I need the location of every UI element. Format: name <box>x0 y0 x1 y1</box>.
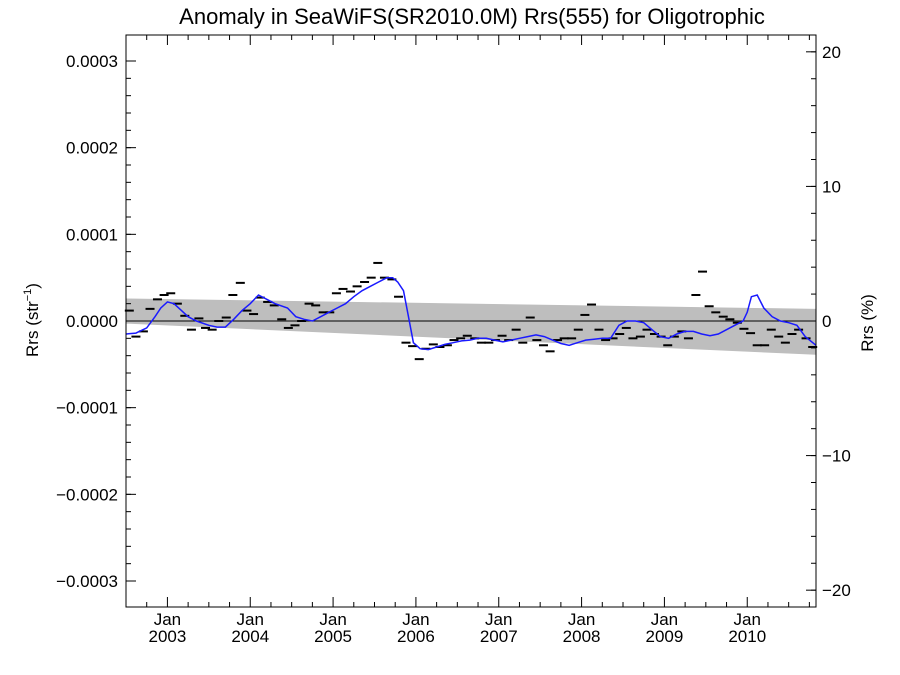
x-tick-year-label: 2006 <box>397 627 435 646</box>
x-tick-year-label: 2003 <box>149 627 187 646</box>
x-tick-year-label: 2010 <box>728 627 766 646</box>
x-tick-year-label: 2008 <box>563 627 601 646</box>
x-tick-month-label: Jan <box>154 610 181 629</box>
left-tick-label: 0.0000 <box>66 312 118 331</box>
right-tick-label: 10 <box>822 177 841 196</box>
right-tick-label: 0 <box>822 312 831 331</box>
right-tick-label: −10 <box>822 447 851 466</box>
x-tick-year-label: 2004 <box>231 627 269 646</box>
x-tick-month-label: Jan <box>237 610 264 629</box>
left-tick-label: −0.0002 <box>56 485 118 504</box>
running-mean-layer <box>125 276 817 351</box>
y-axis-label-left: Rrs (str−1) <box>22 283 42 357</box>
y-axis-label-right: Rrs (%) <box>858 294 877 352</box>
y-axis-label-left-close: ) <box>23 283 42 289</box>
left-tick-label: 0.0003 <box>66 52 118 71</box>
uncertainty-band-layer <box>126 298 816 355</box>
x-tick-year-label: 2007 <box>480 627 518 646</box>
right-tick-label: 20 <box>822 43 841 62</box>
left-tick-label: −0.0001 <box>56 399 118 418</box>
left-tick-label: −0.0003 <box>56 572 118 591</box>
right-tick-label: −20 <box>822 581 851 600</box>
x-tick-month-label: Jan <box>402 610 429 629</box>
x-tick-month-label: Jan <box>734 610 761 629</box>
running-mean-line <box>125 276 817 351</box>
uncertainty-band <box>126 298 816 355</box>
x-tick-year-label: 2009 <box>646 627 684 646</box>
left-tick-label: 0.0001 <box>66 225 118 244</box>
x-tick-month-label: Jan <box>485 610 512 629</box>
x-axis-ticks: Jan2003Jan2004Jan2005Jan2006Jan2007Jan20… <box>146 35 810 646</box>
left-tick-label: 0.0002 <box>66 139 118 158</box>
left-axis-ticks: 0.0003 0.0002 0.0001 0.0000 −0.0001 −0.0002 −0… <box>56 52 136 591</box>
right-axis-ticks: 20 10 0 −10 −20 <box>806 43 851 600</box>
x-tick-month-label: Jan <box>651 610 678 629</box>
y-axis-label-left-sup: −1 <box>22 289 34 302</box>
x-tick-year-label: 2005 <box>314 627 352 646</box>
chart-title: Anomaly in SeaWiFS(SR2010.0M) Rrs(555) f… <box>179 4 765 29</box>
x-tick-month-label: Jan <box>568 610 595 629</box>
y-axis-label-left-main: Rrs (str <box>23 301 42 357</box>
x-tick-month-label: Jan <box>319 610 346 629</box>
